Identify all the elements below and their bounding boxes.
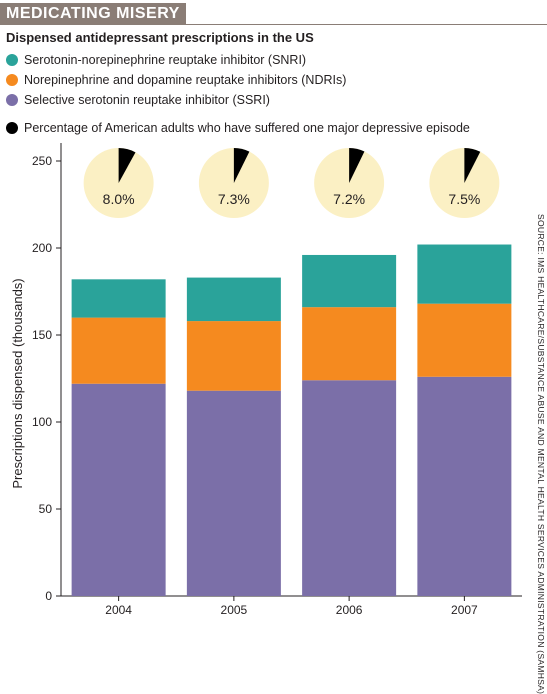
pie-slice-2004 [118,148,136,183]
bar-snri-2004 [71,279,166,318]
x-tick-label: 2006 [336,603,363,617]
y-tick-label: 200 [32,241,52,255]
x-tick-label: 2005 [221,603,248,617]
legend-swatch-ssri [6,94,18,106]
y-tick-label: 250 [32,154,52,168]
legend-item-pie: Percentage of American adults who have s… [6,118,470,138]
bar-ndri-2004 [71,317,166,384]
pie-slice-2007 [464,148,481,183]
bar-snri-2006 [302,254,397,308]
bar-snri-2005 [186,277,281,322]
legend-swatch-pie [6,122,18,134]
bar-ssri-2005 [186,390,281,596]
source-note: SOURCE: IMS HEALTHCARE/SUBSTANCE ABUSE A… [536,214,546,694]
chart-subtitle: Dispensed antidepressant prescriptions i… [6,30,314,45]
pie-label-2006: 7.2% [333,191,365,207]
pie-label-2007: 7.5% [448,191,480,207]
bar-ndri-2007 [417,303,512,377]
legend-label-ssri: Selective serotonin reuptake inhibitor (… [24,93,270,107]
pie-slice-2005 [233,148,250,183]
legend-label-pie: Percentage of American adults who have s… [24,121,470,135]
legend-label-ndri: Norepinephrine and dopamine reuptake inh… [24,73,347,87]
legend-label-snri: Serotonin-norepinephrine reuptake inhibi… [24,53,307,67]
legend-item-snri: Serotonin-norepinephrine reuptake inhibi… [6,50,470,70]
legend-swatch-ndri [6,74,18,86]
x-tick-label: 2004 [105,603,132,617]
pie-label-2004: 8.0% [103,191,135,207]
bar-snri-2007 [417,244,512,304]
bar-ndri-2006 [302,307,397,381]
pie-label-2005: 7.3% [218,191,250,207]
pie-slice-2006 [349,148,365,183]
legend: Serotonin-norepinephrine reuptake inhibi… [6,50,470,138]
y-tick-label: 100 [32,415,52,429]
y-tick-label: 150 [32,328,52,342]
bar-ssri-2006 [302,380,397,596]
y-tick-label: 0 [45,589,52,603]
bar-chart: 0 50 100 150 200 250 Prescriptions dispensed (… [10,143,522,617]
legend-item-ssri: Selective serotonin reuptake inhibitor (… [6,90,470,110]
legend-item-ndri: Norepinephrine and dopamine reuptake inh… [6,70,470,90]
bar-ssri-2004 [71,383,166,596]
title-rule [0,24,547,25]
chart-title: MEDICATING MISERY [0,3,186,25]
y-axis-label: Prescriptions dispensed (thousands) [10,278,25,488]
legend-swatch-snri [6,54,18,66]
bar-ndri-2005 [186,321,281,391]
y-tick-label: 50 [39,502,53,516]
x-tick-label: 2007 [451,603,478,617]
bar-ssri-2007 [417,376,512,596]
